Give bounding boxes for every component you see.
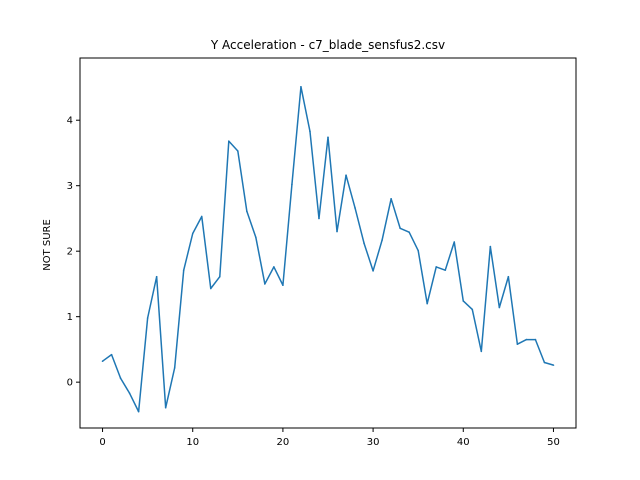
data-point — [435, 266, 438, 268]
data-point — [417, 249, 419, 252]
y-tick-label: 4 — [67, 116, 73, 127]
data-point — [291, 183, 293, 186]
data-point — [309, 130, 311, 133]
data-point — [372, 270, 374, 272]
x-tick-label: 50 — [547, 437, 560, 448]
data-point — [345, 174, 347, 177]
data-point — [119, 377, 122, 380]
data-point — [453, 241, 456, 243]
x-tick-label: 40 — [457, 437, 470, 448]
data-point — [480, 350, 483, 353]
x-tick-label: 30 — [367, 437, 380, 448]
data-point — [237, 150, 239, 152]
data-point — [255, 236, 257, 239]
data-point — [534, 338, 537, 341]
x-tick-label: 0 — [99, 437, 105, 448]
y-tick-label: 2 — [67, 247, 73, 258]
data-point — [462, 300, 465, 302]
data-point — [128, 392, 131, 395]
data-point — [354, 207, 356, 209]
y-tick-label: 3 — [67, 181, 73, 192]
y-tick-label: 1 — [67, 312, 73, 323]
plot-area: 0 10 20 30 40 50 0 1 2 3 4 — [67, 86, 560, 448]
data-point — [363, 242, 365, 245]
data-point — [209, 287, 212, 290]
data-point — [489, 245, 492, 248]
data-point — [173, 366, 176, 369]
chart-title: Y Acceleration - c7_blade_sensfus2.csv — [210, 38, 445, 52]
data-point — [516, 343, 519, 345]
data-point — [300, 86, 302, 88]
data-point — [390, 198, 392, 200]
data-point — [471, 308, 474, 311]
data-point — [110, 353, 113, 356]
data-point — [101, 360, 104, 363]
y-tick-label: 0 — [67, 378, 73, 389]
data-point — [381, 239, 383, 241]
data-point — [218, 275, 221, 278]
x-tick-label: 10 — [186, 437, 199, 448]
data-point — [336, 230, 338, 233]
data-point — [408, 231, 410, 233]
data-point — [498, 306, 501, 309]
data-point — [273, 266, 275, 268]
data-point — [426, 302, 429, 305]
data-point — [200, 215, 203, 218]
x-tick-label: 20 — [277, 437, 290, 448]
data-point — [444, 269, 447, 271]
data-point — [246, 210, 248, 213]
data-point — [164, 406, 167, 409]
data-point — [552, 364, 555, 366]
data-point — [318, 217, 320, 220]
data-point — [264, 283, 266, 285]
data-point — [543, 361, 546, 364]
y-axis-label: NOT SURE — [42, 219, 53, 271]
data-point — [399, 227, 401, 230]
data-point — [282, 284, 284, 287]
data-point — [191, 232, 194, 235]
plot-frame — [79, 57, 577, 429]
data-point — [228, 140, 230, 142]
data-point — [155, 275, 158, 278]
data-point — [182, 269, 185, 271]
data-point — [137, 410, 140, 413]
data-point — [525, 338, 528, 341]
data-point — [507, 275, 510, 278]
data-point — [327, 136, 329, 139]
data-point — [146, 317, 149, 319]
